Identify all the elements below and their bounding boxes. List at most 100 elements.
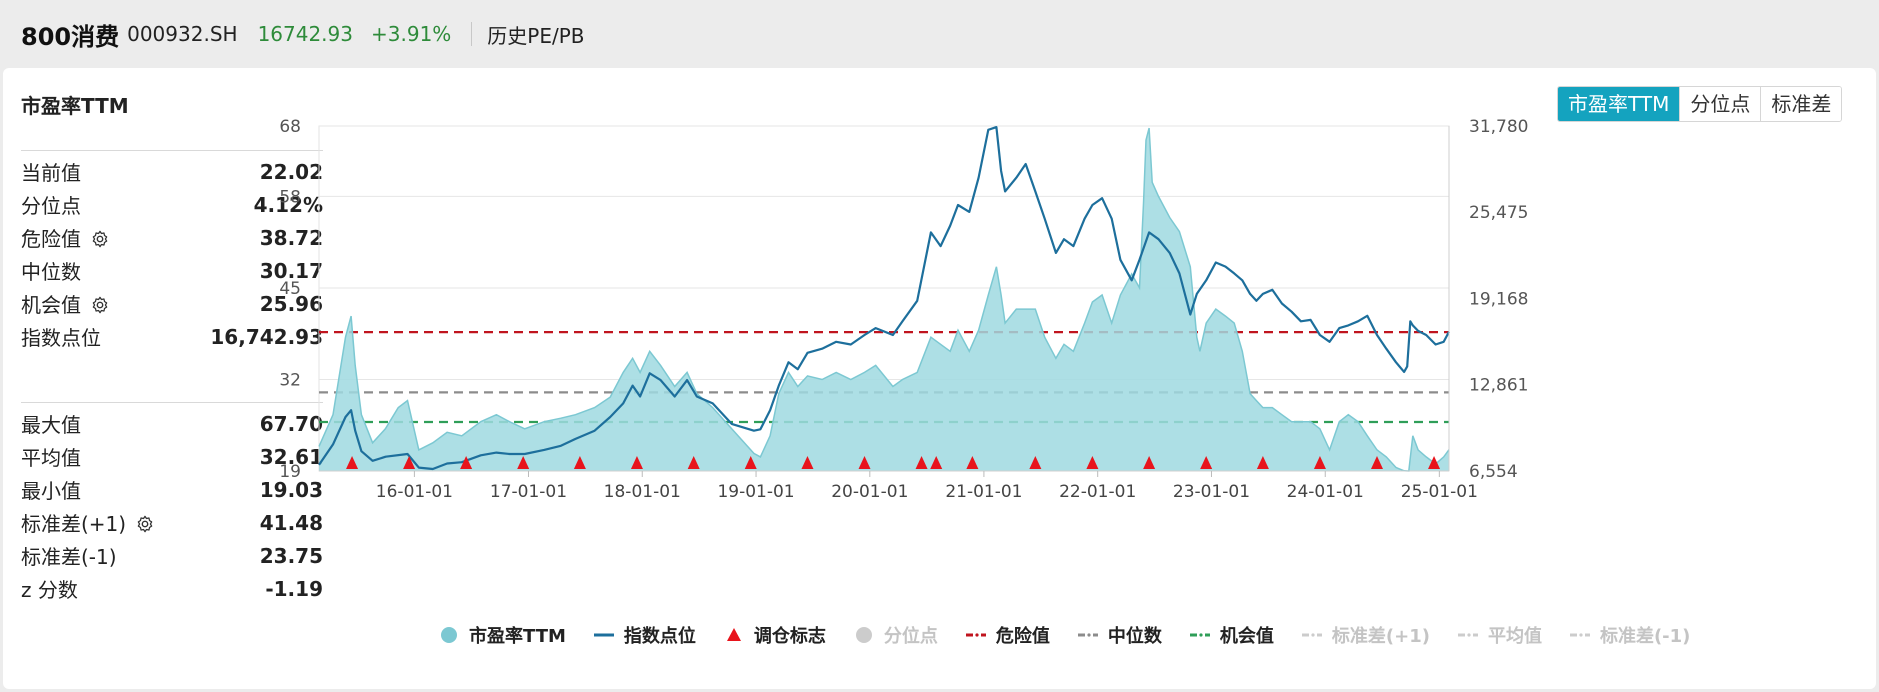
y-left-tick-label: 68 (279, 117, 301, 137)
y-left-tick-label: 58 (279, 187, 301, 207)
stat-label: 标准差(-1) (21, 541, 117, 570)
legend-label: 中位数 (1107, 626, 1162, 647)
stat-value: 16,742.93 (210, 324, 323, 349)
dash-line-icon (965, 625, 986, 645)
rebalance-marker (1200, 456, 1213, 469)
x-tick-label: 21-01-01 (945, 482, 1022, 502)
legend-item[interactable]: 市盈率TTM (439, 622, 566, 648)
rebalance-marker (1029, 456, 1042, 469)
stat-label-text: 标准差(-1) (21, 545, 117, 569)
legend-item[interactable]: 标准差(-1) (1569, 622, 1691, 648)
stat-value: 67.70 (259, 411, 323, 436)
stat-label: 最小值 (21, 475, 81, 504)
stat-row: 标准差(+1) 41.48 (21, 506, 323, 539)
stat-row: 当前值 22.02 (21, 155, 323, 188)
stat-value: 32.61 (259, 444, 323, 469)
tab-pe-ttm[interactable]: 市盈率TTM (1558, 87, 1680, 121)
chart-panel: 市盈率TTM 市盈率TTM 分位点 标准差 当前值 22.02 分位点 4.12% 危险… (3, 68, 1876, 689)
rebalance-marker (1256, 456, 1269, 469)
y-right-tick-label: 12,861 (1469, 376, 1528, 396)
legend-item[interactable]: 标准差(+1) (1301, 622, 1430, 648)
legend-item[interactable]: 机会值 (1189, 622, 1274, 648)
stat-row: 危险值 38.72 (21, 221, 323, 254)
rebalance-marker (630, 456, 643, 469)
pe-chart: 19 32 45 58 68 6,554 12,861 19,168 25,475 31,780 1… (279, 117, 1528, 502)
index-name: 800消费 (21, 22, 120, 51)
stat-label: z 分数 (21, 574, 78, 603)
stat-value: 19.03 (259, 477, 323, 502)
stat-value: 38.72 (259, 225, 323, 250)
y-right-tick-label: 25,475 (1469, 203, 1528, 223)
legend-label: 机会值 (1219, 626, 1274, 647)
legend-label: 标准差(-1) (1599, 626, 1691, 647)
dash-line-icon (1457, 625, 1478, 645)
legend-item[interactable]: 危险值 (965, 622, 1050, 648)
tab-std-dev[interactable]: 标准差 (1760, 87, 1842, 121)
legend-item[interactable]: 调仓标志 (724, 622, 826, 648)
rebalance-marker (517, 456, 530, 469)
x-tick-label: 24-01-01 (1287, 482, 1364, 502)
stat-row: 标准差(-1) 23.75 (21, 539, 323, 572)
x-tick-label: 18-01-01 (604, 482, 681, 502)
dash-line-icon (1301, 625, 1322, 645)
chart-legend: 市盈率TTM 指数点位 调仓标志 分位点 危险值 中位数 机会值 标准差(+1) 平均值 标准差(… (439, 622, 1718, 648)
stat-label: 中位数 (21, 256, 81, 285)
gear-icon[interactable] (136, 514, 154, 532)
index-code: 000932.SH (127, 22, 238, 46)
rebalance-marker (573, 456, 586, 469)
stat-row: 指数点位 16,742.93 (21, 320, 323, 353)
x-tick-label: 23-01-01 (1173, 482, 1250, 502)
stat-value: -1.19 (265, 576, 323, 601)
history-pe-pb-link[interactable]: 历史PE/PB (487, 23, 585, 48)
y-left-tick-label: 32 (279, 370, 301, 390)
stat-row: 中位数 30.17 (21, 254, 323, 287)
pe-area (319, 128, 1449, 471)
stats-bottom: 最大值 67.70 平均值 32.61 最小值 19.03 标准差(+1) 41.48 标准差(… (21, 402, 323, 605)
stat-value: 41.48 (259, 510, 323, 535)
circle-icon (854, 625, 874, 645)
stat-row: 机会值 25.96 (21, 287, 323, 320)
stat-row: z 分数 -1.19 (21, 572, 323, 605)
x-tick-label: 22-01-01 (1059, 482, 1136, 502)
y-right-tick-label: 6,554 (1469, 462, 1518, 482)
legend-label: 分位点 (883, 626, 938, 647)
rebalance-marker (1428, 456, 1441, 469)
y-left-tick-label: 45 (279, 279, 301, 299)
gear-icon[interactable] (91, 229, 109, 247)
tab-percentile[interactable]: 分位点 (1679, 87, 1761, 121)
dash-line-icon (1569, 625, 1590, 645)
panel-title: 市盈率TTM (21, 94, 129, 118)
stat-label: 危险值 (21, 223, 109, 252)
x-tick-label: 19-01-01 (717, 482, 794, 502)
y-left-tick-label: 19 (279, 462, 301, 482)
gear-icon[interactable] (91, 295, 109, 313)
legend-label: 危险值 (995, 626, 1050, 647)
stat-label-text: 中位数 (21, 260, 81, 284)
stat-row: 分位点 4.12% (21, 188, 323, 221)
rebalance-marker (403, 456, 416, 469)
metric-tab-group: 市盈率TTM 分位点 标准差 (1557, 86, 1843, 122)
rebalance-marker (1313, 456, 1326, 469)
stat-label-text: 分位点 (21, 194, 81, 218)
dash-line-icon (1077, 625, 1098, 645)
stat-label: 平均值 (21, 442, 81, 471)
stat-value: 22.02 (259, 159, 323, 184)
legend-item[interactable]: 指数点位 (593, 622, 696, 648)
legend-item[interactable]: 平均值 (1457, 622, 1542, 648)
rebalance-marker (801, 456, 814, 469)
x-tick-label: 16-01-01 (376, 482, 453, 502)
index-line (318, 126, 1450, 471)
stat-label-text: 平均值 (21, 446, 81, 470)
legend-item[interactable]: 中位数 (1077, 622, 1162, 648)
pe-line (318, 127, 1450, 472)
stat-value: 4.12% (253, 192, 323, 217)
rebalance-marker (915, 456, 928, 469)
top-bar: 800消费 000932.SH 16742.93 +3.91% 历史PE/PB (0, 0, 1879, 68)
rebalance-marker (1370, 456, 1383, 469)
index-change: +3.91% (371, 22, 452, 46)
legend-label: 市盈率TTM (469, 626, 566, 647)
legend-label: 指数点位 (623, 626, 696, 647)
stat-label-text: 最大值 (21, 413, 81, 437)
legend-item[interactable]: 分位点 (854, 622, 938, 648)
rebalance-marker (858, 456, 871, 469)
